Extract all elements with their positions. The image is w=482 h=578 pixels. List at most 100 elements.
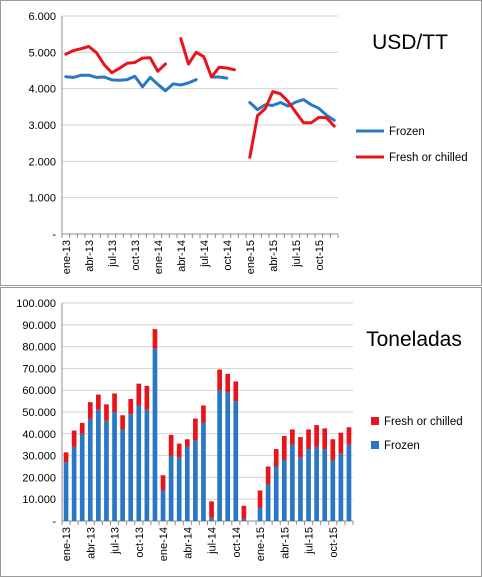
bar-fresh-or-chilled [152,329,158,349]
bar-fresh-or-chilled [273,449,279,467]
x-tick-label: oct-15 [328,527,340,558]
x-tick-label: oct-15 [314,240,326,271]
y-tick-label: 4.000 [28,84,56,96]
legend-label-fresh-or-chilled: Fresh or chilled [389,152,468,164]
bar-frozen [257,507,263,521]
bar-fresh-or-chilled [71,430,77,447]
y-tick-label: 60.000 [22,385,56,397]
bar-fresh-or-chilled [193,418,198,441]
bar-fresh-or-chilled [233,381,239,402]
y-tick-label: 30.000 [22,451,56,463]
bar-frozen [168,455,174,521]
bar-frozen [281,459,287,521]
y-tick-label: 1.000 [28,193,56,205]
x-tick-label: abr-14 [176,240,188,272]
bar-frozen [152,348,158,521]
x-tick-label: ene-15 [255,527,267,561]
bar-fresh-or-chilled [209,501,214,518]
y-tick-label: - [52,229,56,241]
bar-fresh-or-chilled [79,422,85,434]
bar-frozen [217,390,222,521]
bar-frozen [201,422,206,521]
bar-frozen [144,409,150,521]
bar-frozen [184,446,190,521]
bar-fresh-or-chilled [257,490,263,508]
x-tick-label: ene-13 [61,240,73,274]
y-tick-label: 40.000 [22,429,56,441]
bar-frozen [136,405,142,521]
bar-fresh-or-chilled [184,439,190,447]
bar-frozen [79,433,85,521]
bar-frozen [265,483,271,521]
chart-title: USD/TT [372,31,448,54]
x-tick-label: oct-14 [222,240,234,271]
x-tick-label: jul-14 [207,527,219,555]
y-tick-label: 80.000 [22,342,56,354]
x-tick-label: abr-14 [182,527,194,559]
bar-frozen [346,444,352,521]
bar-fresh-or-chilled [338,432,344,454]
bar-fresh-or-chilled [104,404,109,421]
series-line-fresh-or-chilled [64,37,336,159]
series-line-frozen [64,73,336,122]
bar-frozen [233,401,239,521]
x-tick-label: ene-13 [61,527,73,561]
bar-fresh-or-chilled [96,394,101,410]
bar-fresh-or-chilled [322,428,328,450]
y-tick-label: 2.000 [28,156,56,168]
bar-fresh-or-chilled [63,452,69,463]
bar-frozen [209,517,214,521]
bar-fresh-or-chilled [168,434,174,456]
x-tick-label: oct-14 [231,527,243,558]
y-tick-label: 10.000 [22,494,56,506]
y-tick-label: 5.000 [28,47,56,59]
y-tick-label: 3.000 [28,120,56,132]
bar-frozen [71,446,77,521]
legend-label-frozen: Frozen [389,126,425,138]
x-tick-label: jul-15 [291,240,303,268]
bar-fresh-or-chilled [136,383,142,406]
x-tick-label: jul-13 [110,527,122,555]
bar-frozen [104,420,109,521]
bar-frozen [112,412,117,521]
x-tick-label: ene-15 [245,240,257,274]
bar-fresh-or-chilled [306,429,311,450]
bar-frozen [273,466,279,521]
bar-fresh-or-chilled [217,369,222,391]
bar-frozen [306,449,311,521]
tonnage-stacked-bar-chart: - 10.000 20.000 30.000 40.000 50.000 60.000 70.… [16,298,462,561]
bar-fresh-or-chilled [290,429,295,445]
bar-frozen [160,490,166,521]
bar-fresh-or-chilled [144,385,150,410]
bar-fresh-or-chilled [281,435,287,460]
bar-frozen [314,446,319,521]
x-tick-label: abr-13 [85,527,97,559]
y-tick-label: 6.000 [28,11,56,23]
bar-fresh-or-chilled [120,415,125,430]
bar-fresh-or-chilled [346,427,352,445]
x-tick-label: oct-13 [134,527,146,558]
bar-frozen [193,440,198,521]
x-tick-label: abr-15 [268,240,280,272]
x-tick-label: ene-14 [153,240,165,274]
bar-frozen [322,449,328,521]
chart-title: Toneladas [366,328,462,351]
x-tick-label: oct-13 [130,240,142,271]
bar-frozen [330,459,336,521]
y-tick-label: 100.000 [16,298,56,310]
price-line-chart: - 1.000 2.000 3.000 4.000 5.000 6.000 ene-13 abr… [28,11,467,274]
bar-frozen [120,429,125,521]
y-tick-label: 50.000 [22,407,56,419]
bar-fresh-or-chilled [241,505,247,519]
bar-fresh-or-chilled [112,393,117,412]
bar-frozen [338,453,344,521]
bar-frozen [96,409,101,521]
x-tick-label: ene-14 [158,527,170,561]
bar-fresh-or-chilled [87,402,93,419]
legend-swatch-frozen [371,441,379,449]
y-tick-label: 20.000 [22,472,56,484]
legend-label-frozen: Frozen [384,440,420,452]
y-tick-label: 90.000 [22,320,56,332]
bar-frozen [63,462,69,521]
